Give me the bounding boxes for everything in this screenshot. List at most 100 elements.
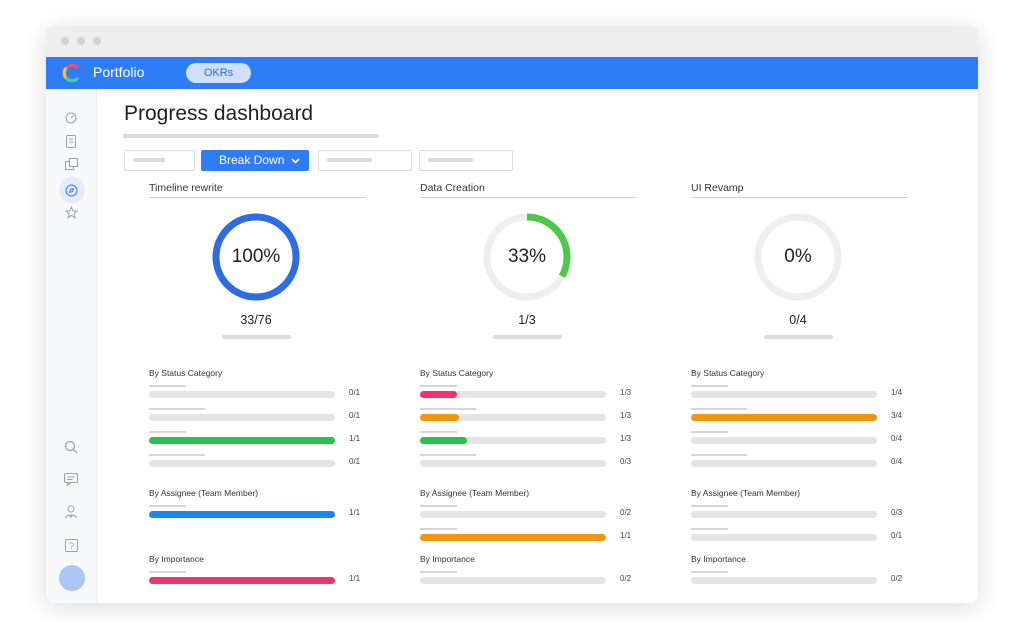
window-minimize-dot[interactable]: [77, 37, 85, 45]
main-content: Progress dashboard Break Down Timeline r…: [97, 89, 978, 603]
progress-row[interactable]: 1/3: [420, 385, 650, 405]
compass-icon[interactable]: [61, 180, 81, 200]
progress-row[interactable]: 0/2: [420, 571, 650, 591]
app-title[interactable]: Portfolio: [93, 64, 145, 80]
progress-row[interactable]: 0/1: [691, 528, 921, 548]
progress-track: [149, 391, 335, 398]
progress-row[interactable]: 0/1: [149, 454, 379, 474]
row-label-placeholder: [420, 505, 457, 507]
progress-row[interactable]: 1/1: [149, 571, 379, 591]
section-title: By Importance: [420, 554, 475, 564]
progress-track: [149, 511, 335, 518]
progress-count: 0/4: [789, 313, 807, 327]
break-down-label: Break Down: [219, 153, 285, 167]
portfolio-logo-icon: [62, 63, 80, 83]
progress-value: 0/2: [620, 574, 632, 583]
document-icon[interactable]: [61, 131, 81, 151]
row-label-placeholder: [691, 454, 747, 456]
progress-track: [420, 511, 606, 518]
subtitle-placeholder: [123, 134, 379, 138]
progress-track: [149, 577, 335, 584]
progress-row[interactable]: 1/4: [691, 385, 921, 405]
progress-row[interactable]: 0/3: [691, 505, 921, 525]
filter-dropdown-3[interactable]: [318, 150, 412, 171]
count-caption-placeholder: [222, 335, 291, 339]
progress-track: [691, 391, 877, 398]
progress-track: [691, 534, 877, 541]
progress-value: 0/1: [349, 388, 361, 397]
section-title: By Assignee (Team Member): [149, 488, 259, 498]
svg-text:?: ?: [68, 541, 73, 551]
page-title: Progress dashboard: [124, 102, 314, 125]
project-title: UI Revamp: [691, 182, 908, 198]
user-avatar[interactable]: [59, 565, 85, 591]
filter-dropdown-1[interactable]: [124, 150, 195, 171]
progress-row[interactable]: 0/2: [691, 571, 921, 591]
progress-value: 1/1: [349, 434, 361, 443]
progress-row[interactable]: 0/4: [691, 454, 921, 474]
progress-row[interactable]: 1/1: [149, 431, 379, 451]
progress-value: 3/4: [891, 411, 903, 420]
row-label-placeholder: [691, 408, 747, 410]
section-title: By Assignee (Team Member): [691, 488, 801, 498]
progress-track: [420, 460, 606, 467]
row-label-placeholder: [691, 385, 728, 387]
sidebar: ?: [46, 89, 97, 603]
progress-fill: [420, 391, 458, 398]
progress-row[interactable]: 0/2: [420, 505, 650, 525]
row-label-placeholder: [149, 505, 186, 507]
row-label-placeholder: [149, 385, 186, 387]
tab-okrs[interactable]: OKRs: [186, 63, 251, 83]
window-close-dot[interactable]: [61, 37, 69, 45]
progress-ring: [483, 213, 571, 301]
filter-dropdown-4[interactable]: [419, 150, 513, 171]
break-down-button[interactable]: Break Down: [201, 150, 309, 171]
layers-icon[interactable]: [61, 154, 81, 174]
progress-percent: 0%: [784, 246, 812, 267]
app-window: Portfolio OKRs ?: [46, 26, 978, 603]
project-column: Timeline rewrite 100% 33/76 By Status Categ…: [149, 182, 369, 584]
row-label-placeholder: [420, 408, 476, 410]
search-icon[interactable]: [61, 437, 81, 457]
help-icon[interactable]: ?: [61, 535, 81, 555]
star-icon[interactable]: [61, 202, 81, 222]
progress-value: 0/1: [891, 531, 903, 540]
row-label-placeholder: [691, 431, 728, 433]
project-title: Data Creation: [420, 182, 637, 198]
window-chrome: [46, 26, 978, 57]
progress-value: 0/4: [891, 434, 903, 443]
progress-track: [149, 437, 335, 444]
progress-fill: [149, 437, 335, 444]
project-column: Data Creation 33% 1/3 By Status Category 1/3…: [420, 182, 640, 584]
top-navbar: Portfolio OKRs: [46, 57, 978, 89]
progress-row[interactable]: 1/3: [420, 431, 650, 451]
row-label-placeholder: [149, 454, 205, 456]
row-label-placeholder: [691, 505, 728, 507]
progress-track: [420, 414, 606, 421]
progress-row[interactable]: 3/4: [691, 408, 921, 428]
window-maximize-dot[interactable]: [93, 37, 101, 45]
row-label-placeholder: [149, 408, 205, 410]
dashboard-gauge-icon[interactable]: [61, 108, 81, 128]
section-title: By Importance: [149, 554, 204, 564]
progress-row[interactable]: 1/3: [420, 408, 650, 428]
add-user-icon[interactable]: [61, 502, 81, 522]
progress-row[interactable]: 0/1: [149, 408, 379, 428]
row-label-placeholder: [691, 571, 728, 573]
progress-row[interactable]: 0/4: [691, 431, 921, 451]
progress-row[interactable]: 0/1: [149, 385, 379, 405]
progress-track: [420, 437, 606, 444]
progress-row[interactable]: 1/1: [149, 505, 379, 525]
progress-row[interactable]: 1/1: [420, 528, 650, 548]
progress-value: 0/4: [891, 457, 903, 466]
progress-value: 1/1: [349, 574, 361, 583]
message-icon[interactable]: [61, 469, 81, 489]
progress-row[interactable]: 0/3: [420, 454, 650, 474]
progress-value: 1/1: [349, 508, 361, 517]
progress-percent: 33%: [507, 246, 547, 267]
progress-track: [149, 414, 335, 421]
progress-fill: [420, 414, 460, 421]
progress-value: 1/4: [891, 388, 903, 397]
progress-count: 33/76: [240, 313, 272, 327]
chevron-down-icon: [291, 158, 300, 164]
